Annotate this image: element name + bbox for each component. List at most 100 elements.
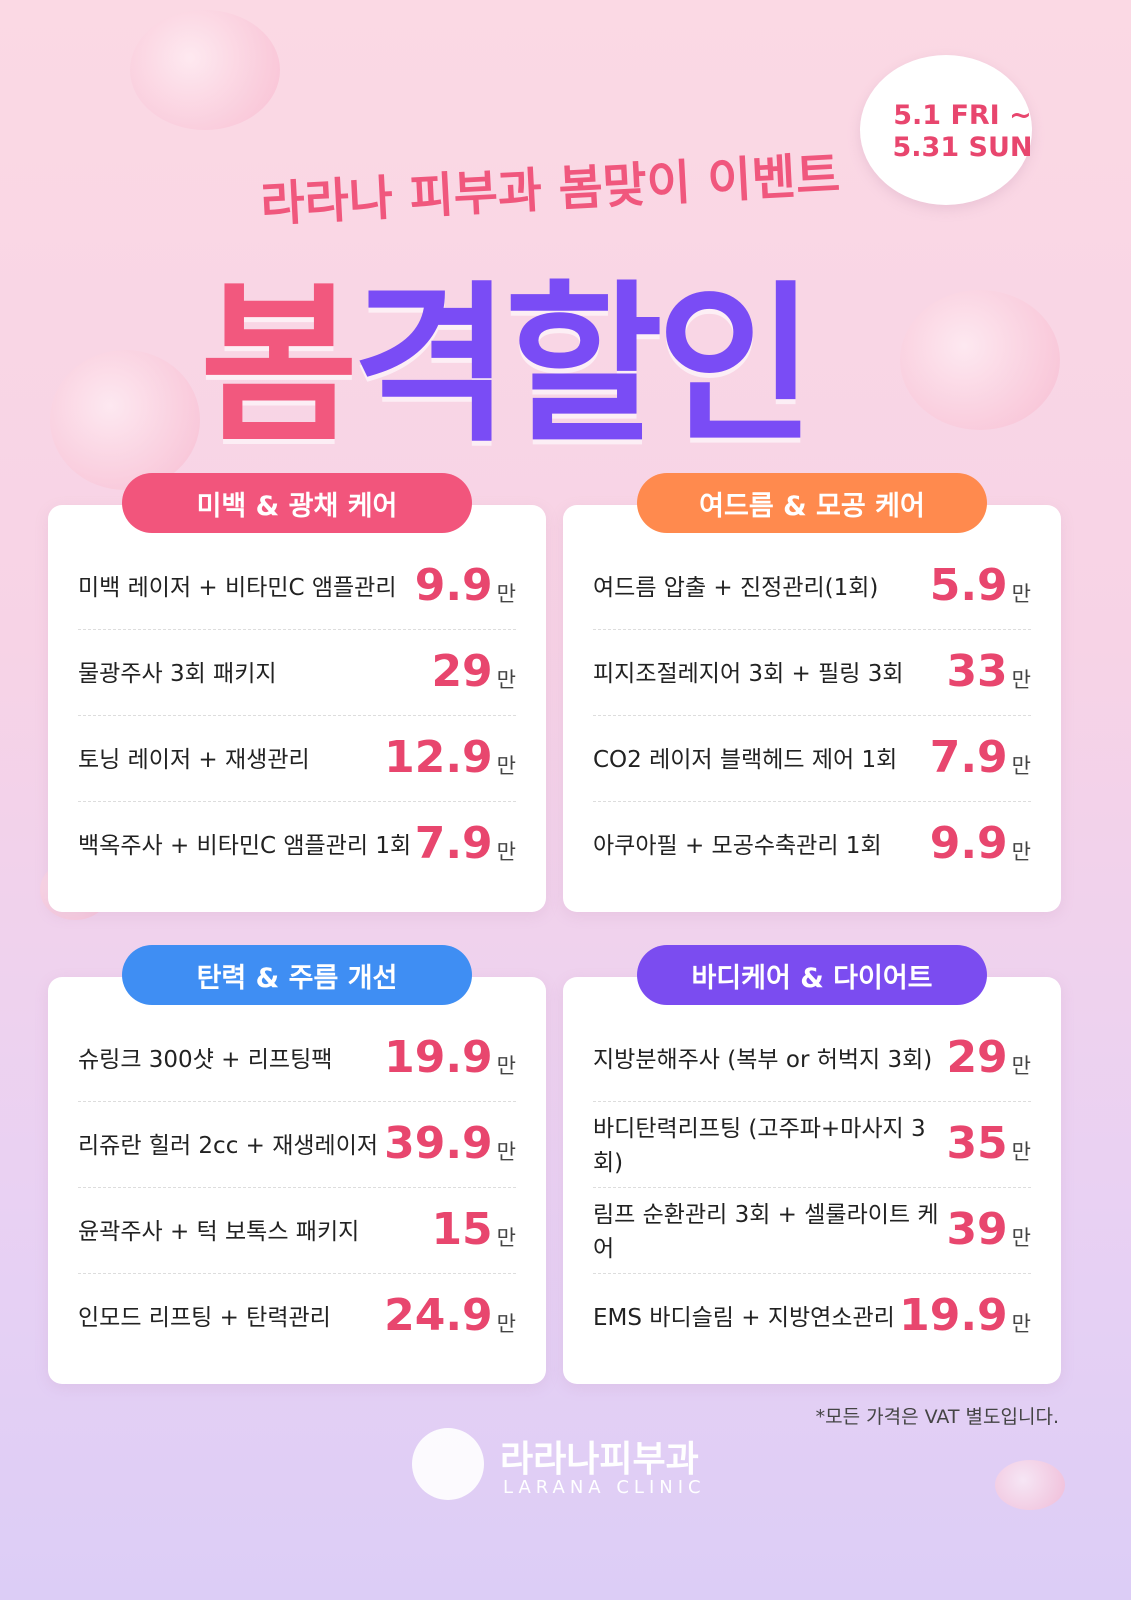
item-price: 39 (946, 1203, 1008, 1255)
main-title: 봄격할인 (200, 225, 920, 475)
price-unit: 만 (1011, 1054, 1031, 1078)
item-name: 지방분해주사 (복부 or 허벅지 3회) (593, 1047, 933, 1073)
date: 5.1 FRI ~ 5.31 SUN (860, 100, 1065, 164)
price-unit: 만 (1011, 840, 1031, 864)
price-unit: 만 (496, 1312, 516, 1336)
date-start: 5.1 FRI ~ (893, 100, 1032, 131)
item-name: 슈링크 300샷 + 리프팅팩 (78, 1047, 333, 1073)
divider (78, 1187, 516, 1188)
divider (593, 715, 1031, 716)
item-name: 바디탄력리프팅 (고주파+마사지 3회) (593, 1116, 926, 1176)
decor-petal (130, 10, 280, 130)
item-price: 12.9 (384, 731, 493, 783)
date-bubble (860, 55, 1032, 205)
price-row: 인모드 리프팅 + 탄력관리 24.9 만 (78, 1272, 516, 1358)
divider (78, 801, 516, 802)
section-card: 지방분해주사 (복부 or 허벅지 3회) 29 만 바디탄력리프팅 (고주파+마사지… (563, 977, 1061, 1384)
price-row: 토닝 레이저 + 재생관리 12.9 만 (78, 714, 516, 800)
price-row: 물광주사 3회 패키지 29 만 (78, 628, 516, 714)
logo-name: 라라나피부과 (500, 1439, 699, 1480)
divider (593, 1187, 1031, 1188)
price-unit: 만 (1011, 1226, 1031, 1250)
item-name: 백옥주사 + 비타민C 앰플관리 1회 (78, 833, 412, 859)
section-title: 바디케어 & 다이어트 (637, 945, 987, 1005)
item-price: 15 (431, 1203, 493, 1255)
price-unit: 만 (1011, 1312, 1031, 1336)
item-price: 24.9 (384, 1289, 493, 1341)
section-card: 슈링크 300샷 + 리프팅팩 19.9 만 리쥬란 힐러 2cc + 재생레이저 39… (48, 977, 546, 1384)
price-row: 피지조절레지어 3회 + 필링 3회 33 만 (593, 628, 1031, 714)
price-unit: 만 (496, 1054, 516, 1078)
price-unit: 만 (496, 1140, 516, 1164)
divider (78, 1273, 516, 1274)
item-price: 29 (946, 1031, 1008, 1083)
section-card: 미백 레이저 + 비타민C 앰플관리 9.9 만 물광주사 3회 패키지 29 만 토닝 레… (48, 505, 546, 912)
item-name: 아쿠아필 + 모공수축관리 1회 (593, 833, 882, 859)
divider (593, 629, 1031, 630)
price-unit: 만 (496, 840, 516, 864)
section-title: 미백 & 광채 케어 (122, 473, 472, 533)
item-price: 39.9 (384, 1117, 493, 1169)
vat-note: *모든 가격은 VAT 별도입니다. (815, 1406, 1059, 1428)
price-row: 백옥주사 + 비타민C 앰플관리 1회 7.9 만 (78, 800, 516, 886)
section-title: 여드름 & 모공 케어 (637, 473, 987, 533)
price-row: EMS 바디슬림 + 지방연소관리 19.9 만 (593, 1272, 1031, 1358)
item-name: CO2 레이저 블랙헤드 제어 1회 (593, 747, 898, 773)
price-row: 리쥬란 힐러 2cc + 재생레이저 39.9 만 (78, 1100, 516, 1186)
item-name: 리쥬란 힐러 2cc + 재생레이저 (78, 1133, 379, 1159)
price-row: 미백 레이저 + 비타민C 앰플관리 9.9 만 (78, 542, 516, 628)
divider (78, 715, 516, 716)
price-unit: 만 (496, 668, 516, 692)
price-row: 바디탄력리프팅 (고주파+마사지 3회) 35 만 (593, 1100, 1031, 1186)
price-unit: 만 (496, 754, 516, 778)
price-unit: 만 (1011, 582, 1031, 606)
logo-sub: LARANA CLINIC (503, 1477, 706, 1498)
divider (78, 629, 516, 630)
item-price: 33 (946, 645, 1008, 697)
price-unit: 만 (496, 582, 516, 606)
item-name: 피지조절레지어 3회 + 필링 3회 (593, 661, 904, 687)
price-unit: 만 (1011, 668, 1031, 692)
item-price: 7.9 (414, 817, 493, 869)
item-name: 인모드 리프팅 + 탄력관리 (78, 1305, 331, 1331)
price-row: 지방분해주사 (복부 or 허벅지 3회) 29 만 (593, 1014, 1031, 1100)
title-part: 봄 (200, 265, 358, 466)
price-row: 여드름 압출 + 진정관리(1회) 5.9 만 (593, 542, 1031, 628)
item-name: 토닝 레이저 + 재생관리 (78, 747, 310, 773)
subtitle: 라라나 피부과 봄맞이 이벤트 (259, 146, 842, 234)
price-unit: 만 (1011, 754, 1031, 778)
price-unit: 만 (1011, 1140, 1031, 1164)
item-name: 물광주사 3회 패키지 (78, 661, 277, 687)
item-price: 19.9 (384, 1031, 493, 1083)
item-price: 9.9 (929, 817, 1008, 869)
price-row: CO2 레이저 블랙헤드 제어 1회 7.9 만 (593, 714, 1031, 800)
divider (593, 1273, 1031, 1274)
price-row: 슈링크 300샷 + 리프팅팩 19.9 만 (78, 1014, 516, 1100)
divider (78, 1101, 516, 1102)
section-card: 여드름 압출 + 진정관리(1회) 5.9 만 피지조절레지어 3회 + 필링 3회 3… (563, 505, 1061, 912)
date-end: 5.31 SUN (892, 132, 1033, 163)
item-price: 29 (431, 645, 493, 697)
item-price: 5.9 (929, 559, 1008, 611)
item-name: 림프 순환관리 3회 + 셀룰라이트 케어 (593, 1202, 939, 1262)
item-name: EMS 바디슬림 + 지방연소관리 (593, 1305, 895, 1331)
decor-petal (900, 290, 1060, 430)
decor-petal (995, 1460, 1065, 1510)
divider (593, 801, 1031, 802)
item-price: 35 (946, 1117, 1008, 1169)
decor-petal (50, 350, 200, 490)
title-part: 격할인 (352, 265, 815, 466)
price-row: 아쿠아필 + 모공수축관리 1회 9.9 만 (593, 800, 1031, 886)
section-title: 탄력 & 주름 개선 (122, 945, 472, 1005)
price-row: 림프 순환관리 3회 + 셀룰라이트 케어 39 만 (593, 1186, 1031, 1272)
item-name: 여드름 압출 + 진정관리(1회) (593, 575, 879, 601)
price-row: 윤곽주사 + 턱 보톡스 패키지 15 만 (78, 1186, 516, 1272)
item-name: 윤곽주사 + 턱 보톡스 패키지 (78, 1219, 360, 1245)
item-price: 19.9 (899, 1289, 1008, 1341)
item-price: 7.9 (929, 731, 1008, 783)
divider (593, 1101, 1031, 1102)
item-name: 미백 레이저 + 비타민C 앰플관리 (78, 575, 397, 601)
logo-icon (412, 1428, 484, 1500)
item-price: 9.9 (414, 559, 493, 611)
